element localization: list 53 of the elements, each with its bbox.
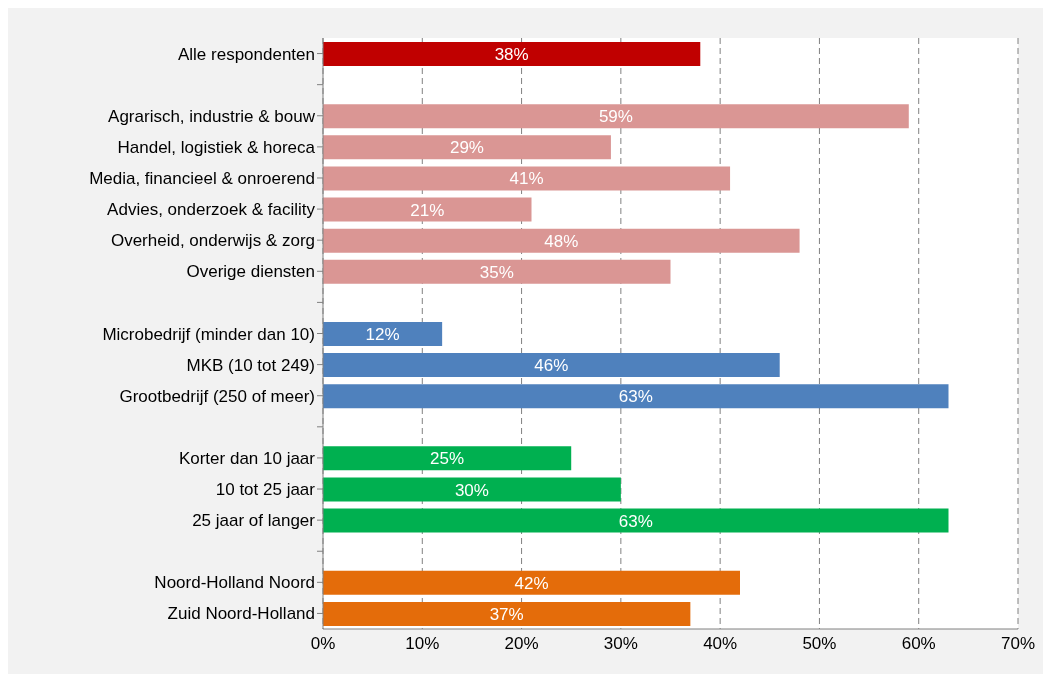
bar: [323, 42, 701, 66]
bar: [323, 570, 740, 595]
data-label: 35%: [479, 262, 514, 282]
bar: [323, 197, 532, 222]
x-tick-label: 30%: [603, 634, 638, 654]
x-tick-label: 50%: [802, 634, 837, 654]
data-label: 63%: [618, 387, 653, 407]
y-tick-label: MKB (10 tot 249): [186, 355, 315, 375]
data-label: 42%: [514, 573, 549, 593]
y-tick-label: Agrarisch, industrie & bouw: [108, 106, 316, 126]
bar: [323, 477, 621, 502]
data-label: 59%: [598, 107, 633, 127]
data-label: 48%: [544, 231, 579, 251]
bar: [323, 166, 731, 191]
bar: [323, 104, 909, 129]
y-tick-label: Microbedrijf (minder dan 10): [102, 324, 315, 344]
bar: [323, 601, 691, 626]
bar: [323, 353, 780, 378]
y-tick-label: Advies, onderzoek & facility: [107, 200, 316, 220]
bar: [323, 446, 572, 471]
x-tick-label: 10%: [405, 634, 440, 654]
x-tick-label: 70%: [1000, 634, 1036, 654]
bar: [323, 228, 800, 253]
data-label: 25%: [430, 449, 465, 469]
y-tick-label: Overheid, onderwijs & zorg: [110, 231, 315, 251]
data-label: 46%: [534, 356, 569, 376]
y-tick-label: Noord-Holland Noord: [154, 573, 315, 593]
x-tick-label: 0%: [310, 634, 336, 654]
data-label: 41%: [509, 169, 544, 189]
y-tick-label: 10 tot 25 jaar: [215, 480, 316, 500]
bar: [323, 259, 671, 284]
y-tick-label: Media, financieel & onroerend: [89, 169, 315, 189]
bar: [323, 321, 443, 346]
y-tick-label: Overige diensten: [186, 262, 315, 282]
y-tick-label: Alle respondenten: [177, 44, 315, 64]
data-label: 29%: [449, 138, 484, 158]
y-tick-label: Korter dan 10 jaar: [178, 448, 316, 468]
bar: [323, 384, 949, 409]
data-label: 63%: [618, 511, 653, 531]
data-label: 12%: [365, 324, 400, 344]
y-tick-label: Handel, logistiek & horeca: [117, 137, 316, 157]
y-tick-label: Zuid Noord-Holland: [167, 604, 315, 624]
data-label: 38%: [494, 45, 529, 65]
x-tick-label: 40%: [703, 634, 738, 654]
y-tick-label: 25 jaar of langer: [192, 511, 316, 531]
data-label: 21%: [410, 200, 445, 220]
x-tick-label: 20%: [504, 634, 539, 654]
bar: [323, 508, 949, 533]
x-tick-label: 60%: [901, 634, 936, 654]
data-label: 37%: [489, 604, 524, 624]
bar: [323, 135, 611, 160]
data-label: 30%: [454, 480, 489, 500]
y-tick-label: Grootbedrijf (250 of meer): [119, 386, 315, 406]
